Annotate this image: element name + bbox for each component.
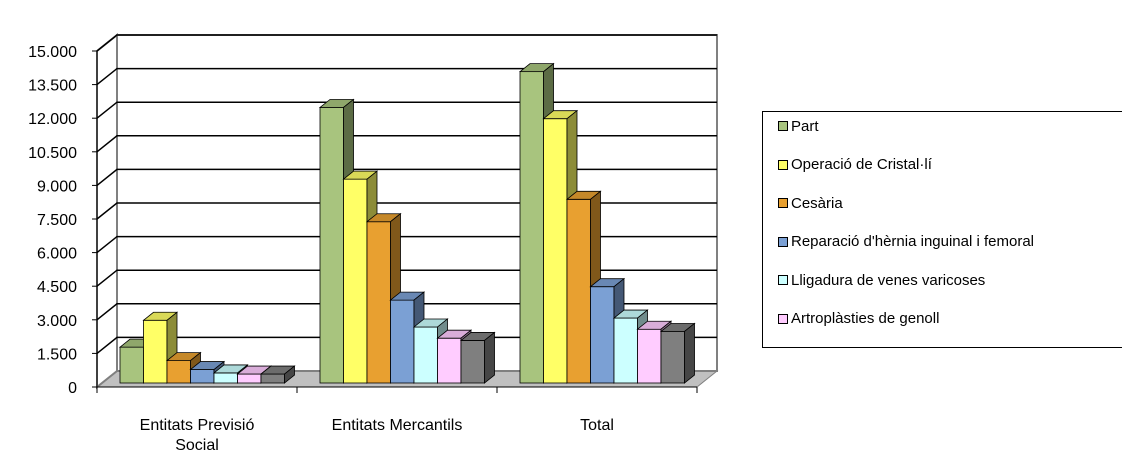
y-tick-label: 13.500	[28, 78, 77, 95]
legend-label: Reparació d'hèrnia inguinal i femoral	[791, 233, 1035, 250]
y-tick-label: 3.000	[37, 313, 77, 330]
bar	[259, 365, 296, 384]
y-tick-label: 15.000	[28, 44, 77, 61]
gridline	[96, 269, 717, 287]
y-tick-label: 6.000	[37, 246, 77, 263]
legend-item: Reparació d'hèrnia inguinal i femoral	[778, 232, 1034, 252]
x-tick-label: Entitats Previsió	[140, 417, 255, 434]
legend-label: Cesària	[791, 194, 843, 212]
gridline	[96, 135, 717, 153]
legend-label: Lligadura de venes varicoses	[791, 271, 986, 289]
legend-item: Operació de Cristal·lí	[778, 155, 932, 175]
x-tick-label: Entitats Mercantils	[332, 417, 463, 434]
legend-item: Lligadura de venes varicoses	[778, 270, 985, 290]
gridline	[96, 168, 717, 186]
bar	[659, 322, 696, 384]
x-tick-label: Social	[175, 437, 219, 454]
legend-swatch	[778, 313, 788, 324]
y-tick-label: 7.500	[37, 212, 77, 229]
y-tick-label: 4.500	[37, 279, 77, 296]
legend-swatch	[778, 121, 788, 131]
x-tick-label: Total	[580, 417, 614, 434]
y-tick-label: 0	[68, 380, 77, 397]
gridline	[96, 235, 717, 254]
legend-label: Part	[791, 117, 819, 135]
legend-label: Artroplàsties de genoll	[791, 310, 940, 327]
legend-swatch	[778, 236, 788, 247]
legend-item: Artroplàsties de genoll	[778, 309, 939, 329]
legend-swatch	[778, 275, 788, 285]
gridline	[96, 303, 717, 321]
y-tick-labels: 0 1.500 3.000 4.500 6.000 7.500 9.000 10.500 12.…	[28, 44, 77, 397]
x-tick-labels: Entitats Previsió Social Entitats Mercanti…	[140, 417, 614, 454]
legend-swatch	[778, 198, 788, 208]
legend-item: Part	[778, 116, 819, 136]
legend-swatch	[778, 159, 788, 170]
legend: Part Operació de Cristal·lí Cesària Reparac…	[762, 111, 1122, 348]
gridline	[96, 336, 717, 354]
y-tick-label: 1.500	[37, 346, 77, 363]
gridline	[96, 101, 717, 119]
axes	[92, 50, 698, 393]
bar-group	[118, 62, 696, 384]
legend-item: Cesària	[778, 193, 843, 213]
y-tick-label: 12.000	[28, 111, 77, 128]
y-tick-label: 10.500	[28, 145, 77, 162]
gridline	[96, 67, 717, 86]
legend-label: Operació de Cristal·lí	[791, 156, 932, 173]
gridline	[96, 34, 717, 52]
bar	[459, 331, 496, 384]
gridlines	[96, 34, 717, 354]
y-tick-label: 9.000	[37, 178, 77, 195]
gridline	[96, 202, 717, 220]
